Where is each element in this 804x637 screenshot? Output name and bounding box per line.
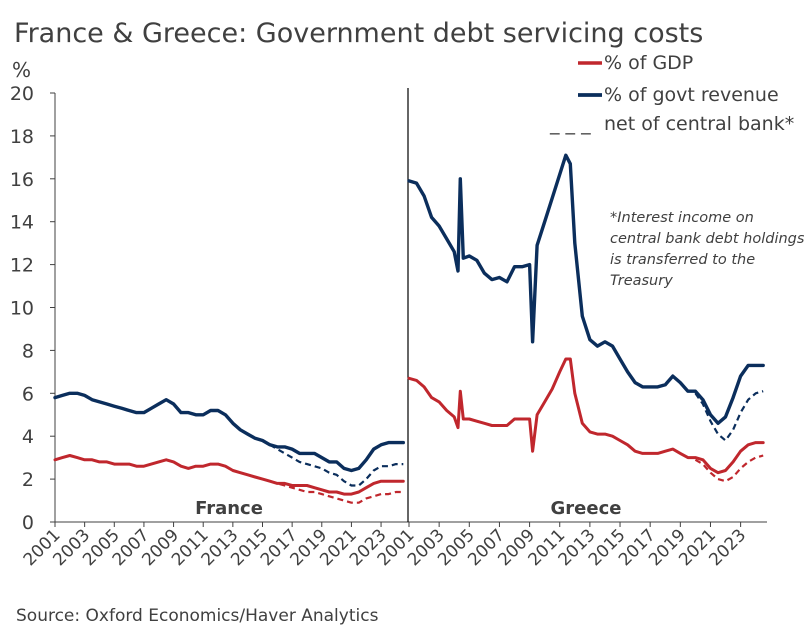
y-tick-label: 2: [22, 469, 34, 491]
footnote-line-1: *Interest income on: [610, 210, 754, 226]
france-gdp-line: [53, 454, 405, 496]
y-axis-unit: %: [12, 58, 31, 82]
y-axis: 0 2 4 6 8 10 12 14 16 18 20: [10, 83, 55, 534]
chart-title: France & Greece: Government debt servici…: [14, 18, 703, 49]
y-tick-label: 6: [22, 383, 34, 405]
footnote-line-3: is transferred to the: [610, 252, 755, 268]
y-tick-label: 14: [10, 212, 34, 234]
panel-labels: France Greece: [195, 498, 621, 519]
y-tick-label: 10: [10, 298, 34, 320]
footnote-line-4: Treasury: [610, 273, 673, 289]
y-tick-label: 20: [10, 83, 34, 105]
legend-revenue-label: % of govt revenue: [604, 84, 779, 106]
legend-gdp-label: % of GDP: [604, 52, 693, 74]
panel-label-france: France: [195, 498, 263, 519]
y-tick-label: 0: [22, 512, 34, 534]
axes: [54, 88, 767, 523]
greece-revenue-line: [407, 153, 765, 425]
source-note: Source: Oxford Economics/Haver Analytics: [16, 606, 379, 626]
footnote: *Interest income on central bank debt ho…: [610, 210, 804, 289]
france-net-line: [269, 480, 404, 504]
legend: % of GDP % of govt revenue _ _ _ net of …: [549, 52, 794, 135]
y-tick-label: 12: [10, 255, 34, 277]
x-axis: 2001200320052007200920112013201520172019…: [20, 522, 750, 570]
y-tick-label: 8: [22, 340, 34, 362]
greece-gdp-line: [407, 357, 765, 475]
plot-area: [53, 153, 765, 504]
panel-label-greece: Greece: [551, 498, 622, 519]
legend-net-swatch: _ _ _: [549, 113, 591, 135]
france-net-line: [269, 443, 404, 487]
greece-net-line: [694, 454, 764, 483]
y-tick-label: 18: [10, 126, 34, 148]
y-tick-label: 4: [22, 426, 34, 448]
legend-net-label: net of central bank*: [604, 113, 794, 135]
y-tick-label: 16: [10, 169, 34, 191]
france-revenue-line: [53, 391, 405, 473]
greece-net-line: [694, 390, 764, 442]
footnote-line-2: central bank debt holdings: [610, 231, 804, 247]
